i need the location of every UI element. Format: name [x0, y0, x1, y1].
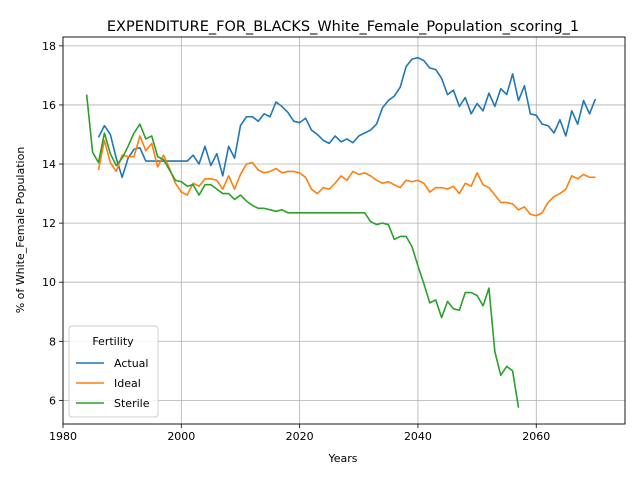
- series-line-ideal: [97, 135, 596, 217]
- x-tick-label: 2000: [167, 430, 195, 443]
- x-axis-label: Years: [327, 452, 357, 465]
- y-tick-label: 6: [49, 394, 56, 407]
- grid-lines: [62, 37, 625, 424]
- x-tick-label: 2060: [522, 430, 550, 443]
- chart-title: EXPENDITURE_FOR_BLACKS_White_Female_Popu…: [107, 19, 579, 35]
- x-tick-label: 2040: [404, 430, 432, 443]
- legend-label-ideal: Ideal: [114, 377, 141, 390]
- legend: Fertility Actual Ideal Sterile: [68, 325, 159, 418]
- plot-frame: [62, 36, 626, 425]
- x-tick-label: 2020: [286, 430, 314, 443]
- legend-title: Fertility: [92, 335, 134, 348]
- y-tick-label: 16: [42, 99, 56, 112]
- y-tick-label: 14: [42, 158, 56, 171]
- series-lines: [85, 56, 597, 408]
- y-tick-label: 10: [42, 276, 56, 289]
- x-axis-ticks: 1980 2000 2020 2040 2060: [49, 424, 550, 443]
- legend-label-actual: Actual: [114, 357, 148, 370]
- legend-items: Actual Ideal Sterile: [76, 357, 150, 410]
- x-tick-label: 1980: [49, 430, 77, 443]
- series-line-actual: [97, 56, 597, 179]
- legend-box: [68, 325, 159, 418]
- y-axis-ticks: 6 8 10 12 14 16 18: [42, 40, 63, 407]
- legend-label-sterile: Sterile: [114, 397, 150, 410]
- y-tick-label: 8: [49, 335, 56, 348]
- y-tick-label: 18: [42, 40, 56, 53]
- y-tick-label: 12: [42, 217, 56, 230]
- series-line-sterile: [85, 94, 520, 408]
- y-axis-label: % of White_Female Population: [14, 147, 27, 314]
